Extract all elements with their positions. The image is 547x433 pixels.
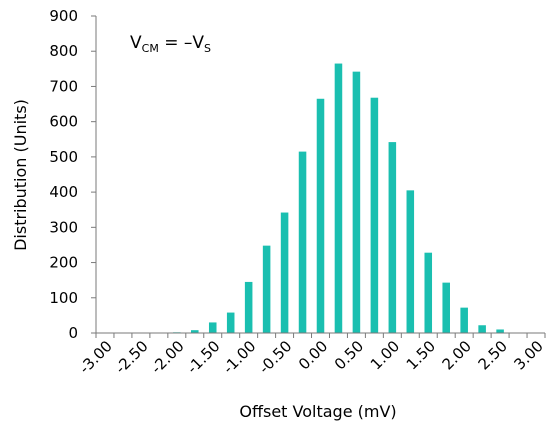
y-tick-label: 600 [49,113,78,131]
bar [442,282,450,333]
y-tick-label: 900 [49,7,78,25]
y-tick-label: 200 [49,254,78,272]
bar [191,330,199,333]
x-tick-label: 1.00 [367,337,403,373]
condition-annotation: VCM = –VS [130,33,211,55]
y-tick-label: 700 [49,77,78,95]
bar [298,151,307,333]
bar [478,325,486,333]
bar-series [173,63,504,334]
bar [316,98,325,334]
y-tick-label: 800 [49,42,78,60]
y-axis-label: Distribution (Units) [11,99,30,251]
bar [406,190,415,333]
x-tick-label: 3.00 [510,337,546,373]
bar [352,71,361,333]
x-tick-label: -1.50 [183,337,223,377]
x-tick-label: -0.50 [255,337,295,377]
x-axis-label: Offset Voltage (mV) [239,402,396,421]
bar [388,142,397,333]
x-tick-label: 2.50 [475,337,511,373]
y-tick-label: 100 [49,289,78,307]
bar [244,281,253,333]
x-tick-label: 0.50 [331,337,367,373]
bar [280,212,289,333]
bar [370,97,379,334]
y-tick-label: 300 [49,218,78,236]
bar [334,63,343,334]
bar [262,245,271,333]
x-tick-label: -3.00 [76,337,116,377]
bar [424,252,433,333]
x-tick-label: -2.50 [112,337,152,377]
x-axis-ticks: -3.00-2.50-2.00-1.50-1.00-0.50 0.00 0.50 1.… [76,333,547,377]
bar [226,312,235,333]
bar [460,307,468,333]
bar [208,322,217,333]
y-tick-label: 500 [49,148,78,166]
y-axis-ticks: 0 100 200 300 400 500 600 700 800 900 [49,7,96,342]
x-tick-label: -2.00 [147,337,187,377]
bar [496,329,504,333]
x-tick-label: -1.00 [219,337,259,377]
x-tick-label: 1.50 [403,337,439,373]
x-tick-label: 0.00 [295,337,331,373]
y-tick-label: 0 [68,324,78,342]
y-tick-label: 400 [49,183,78,201]
x-tick-label: 2.00 [439,337,475,373]
